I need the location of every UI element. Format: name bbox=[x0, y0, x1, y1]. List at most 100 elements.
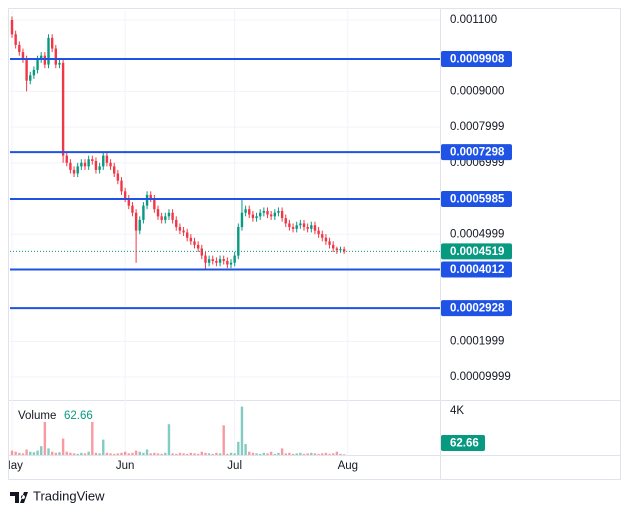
volume-bar bbox=[10, 450, 14, 455]
volume-tick-label: 4K bbox=[450, 405, 464, 417]
candle-body bbox=[277, 210, 280, 213]
candle-body bbox=[178, 227, 182, 231]
candle-body bbox=[339, 249, 342, 251]
candle-body bbox=[291, 227, 295, 229]
candle-body bbox=[123, 191, 127, 199]
candle-body bbox=[244, 209, 247, 213]
volume-bar bbox=[156, 453, 160, 455]
volume-bar bbox=[94, 452, 98, 455]
volume-bar bbox=[306, 453, 309, 455]
candle-body bbox=[251, 214, 255, 219]
volume-bar bbox=[259, 453, 262, 455]
volume-bar bbox=[189, 452, 193, 455]
volume-badge-label: 62.66 bbox=[450, 438, 479, 450]
volume-bar bbox=[83, 453, 87, 455]
candle-body bbox=[145, 194, 149, 206]
candle-body bbox=[120, 180, 123, 192]
candle-body bbox=[29, 75, 32, 81]
candle-body bbox=[160, 216, 163, 220]
volume-bar bbox=[109, 453, 112, 455]
candle-body bbox=[335, 248, 339, 251]
candle-body bbox=[310, 225, 313, 229]
tradingview-logo bbox=[10, 492, 28, 503]
volume-bar bbox=[339, 453, 342, 455]
candle-body bbox=[269, 214, 273, 217]
candle-body bbox=[138, 219, 141, 231]
price-line-label: 0.0002928 bbox=[450, 303, 505, 315]
volume-bar bbox=[237, 441, 240, 455]
candle-body bbox=[215, 260, 218, 263]
candle-body bbox=[288, 223, 291, 228]
candle-body bbox=[91, 159, 94, 162]
volume-bar bbox=[91, 422, 94, 455]
price-line-label: 0.0005985 bbox=[450, 194, 505, 206]
candle-body bbox=[65, 155, 68, 163]
volume-bar bbox=[69, 452, 72, 455]
volume-bar bbox=[222, 425, 225, 455]
candle-body bbox=[98, 166, 101, 170]
candle-body bbox=[116, 173, 120, 181]
price-tick-label: 0.0009000 bbox=[450, 85, 504, 97]
volume-bar bbox=[113, 453, 116, 455]
volume-bar bbox=[302, 453, 306, 455]
volume-bar bbox=[291, 453, 295, 455]
volume-bar bbox=[134, 450, 138, 455]
volume-bar bbox=[284, 453, 287, 455]
volume-bar bbox=[61, 438, 65, 455]
volume-bar bbox=[40, 446, 43, 455]
candle-body bbox=[218, 259, 222, 263]
volume-bar bbox=[102, 439, 105, 455]
candle-body bbox=[321, 234, 324, 238]
candle-body bbox=[164, 216, 167, 220]
volume-bar bbox=[138, 451, 141, 455]
candle-body bbox=[102, 155, 105, 167]
volume-legend-value: 62.66 bbox=[64, 410, 93, 422]
volume-bar bbox=[178, 452, 182, 455]
candle-body bbox=[94, 161, 98, 170]
volume-bar bbox=[332, 453, 335, 455]
candle-body bbox=[342, 249, 346, 252]
price-line-label: 0.0007298 bbox=[450, 147, 505, 159]
volume-bar bbox=[160, 453, 163, 455]
candle-body bbox=[69, 162, 72, 170]
candle-body bbox=[182, 230, 185, 233]
volume-bar bbox=[145, 449, 149, 455]
candle-body bbox=[109, 162, 112, 167]
volume-bar bbox=[149, 453, 152, 455]
volume-bar bbox=[14, 451, 17, 455]
volume-bar bbox=[277, 452, 280, 455]
candle-body bbox=[222, 259, 225, 261]
candle-body bbox=[43, 55, 47, 65]
candle-body bbox=[32, 69, 36, 76]
time-tick-label: Jul bbox=[227, 460, 242, 472]
candle-body bbox=[226, 260, 229, 265]
volume-bar bbox=[153, 452, 156, 455]
volume-bar bbox=[47, 448, 50, 455]
volume-bar bbox=[280, 448, 284, 455]
volume-bar bbox=[131, 452, 134, 455]
volume-bar bbox=[167, 424, 171, 455]
candle-body bbox=[324, 237, 328, 242]
candle-body bbox=[72, 169, 76, 174]
volume-bar bbox=[233, 453, 236, 455]
volume-bar bbox=[262, 452, 266, 455]
price-line-badge bbox=[441, 191, 512, 208]
candle-body bbox=[25, 59, 28, 81]
candle-body bbox=[80, 162, 83, 167]
price-line-label: 0.0009908 bbox=[450, 54, 505, 66]
volume-bar bbox=[211, 453, 214, 455]
candle-body bbox=[229, 262, 233, 265]
volume-bar bbox=[43, 422, 47, 455]
candle-body bbox=[302, 223, 306, 228]
time-tick-label: Jun bbox=[116, 460, 135, 472]
candle-body bbox=[211, 259, 214, 261]
candle-body bbox=[47, 37, 50, 65]
candle-body bbox=[332, 244, 335, 249]
candle-body bbox=[273, 212, 277, 217]
volume-bar bbox=[25, 449, 28, 455]
candle-body bbox=[284, 218, 287, 224]
volume-bar bbox=[310, 452, 313, 455]
volume-bar bbox=[218, 453, 222, 455]
candle-body bbox=[83, 162, 87, 167]
